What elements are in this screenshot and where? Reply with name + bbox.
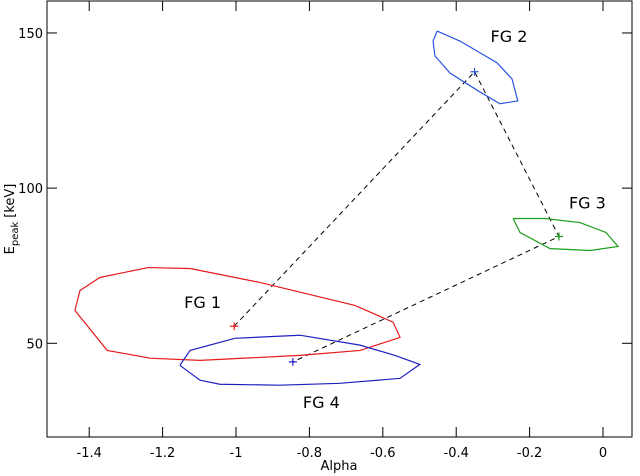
x-tick-label: -0.6 [370, 446, 395, 461]
x-tick-label: -1.4 [77, 446, 102, 461]
contour [74, 266, 401, 361]
link-line [233, 70, 560, 363]
contour [432, 30, 519, 105]
plot-frame [46, 0, 633, 438]
x-axis-label: Alpha [321, 459, 358, 474]
y-tick-label: 150 [18, 27, 43, 42]
best-fit-point [470, 67, 479, 76]
series-label: FG 4 [303, 393, 340, 412]
y-label-main: E [3, 246, 18, 254]
y-label-unit: [keV] [3, 184, 18, 218]
x-tick-label: -0.4 [444, 446, 469, 461]
series-label: FG 1 [184, 293, 221, 312]
series-label: FG 3 [569, 194, 606, 213]
x-tick-label: -0.8 [297, 446, 322, 461]
series-label: FG 2 [491, 27, 528, 46]
y-label-sub: peak [10, 222, 21, 247]
x-tick-label: -1.2 [150, 446, 175, 461]
best-fit-point [230, 322, 239, 331]
best-fit-point [288, 357, 297, 366]
y-axis-label: Epeak [keV] [3, 184, 21, 255]
best-fit-point [554, 232, 563, 241]
contour [512, 217, 620, 252]
x-tick-label: -1 [230, 446, 243, 461]
x-tick-label: 0 [599, 446, 607, 461]
y-tick-label: 50 [26, 337, 43, 352]
x-tick-label: -0.2 [517, 446, 542, 461]
y-tick-label: 100 [18, 182, 43, 197]
contour [179, 334, 422, 386]
